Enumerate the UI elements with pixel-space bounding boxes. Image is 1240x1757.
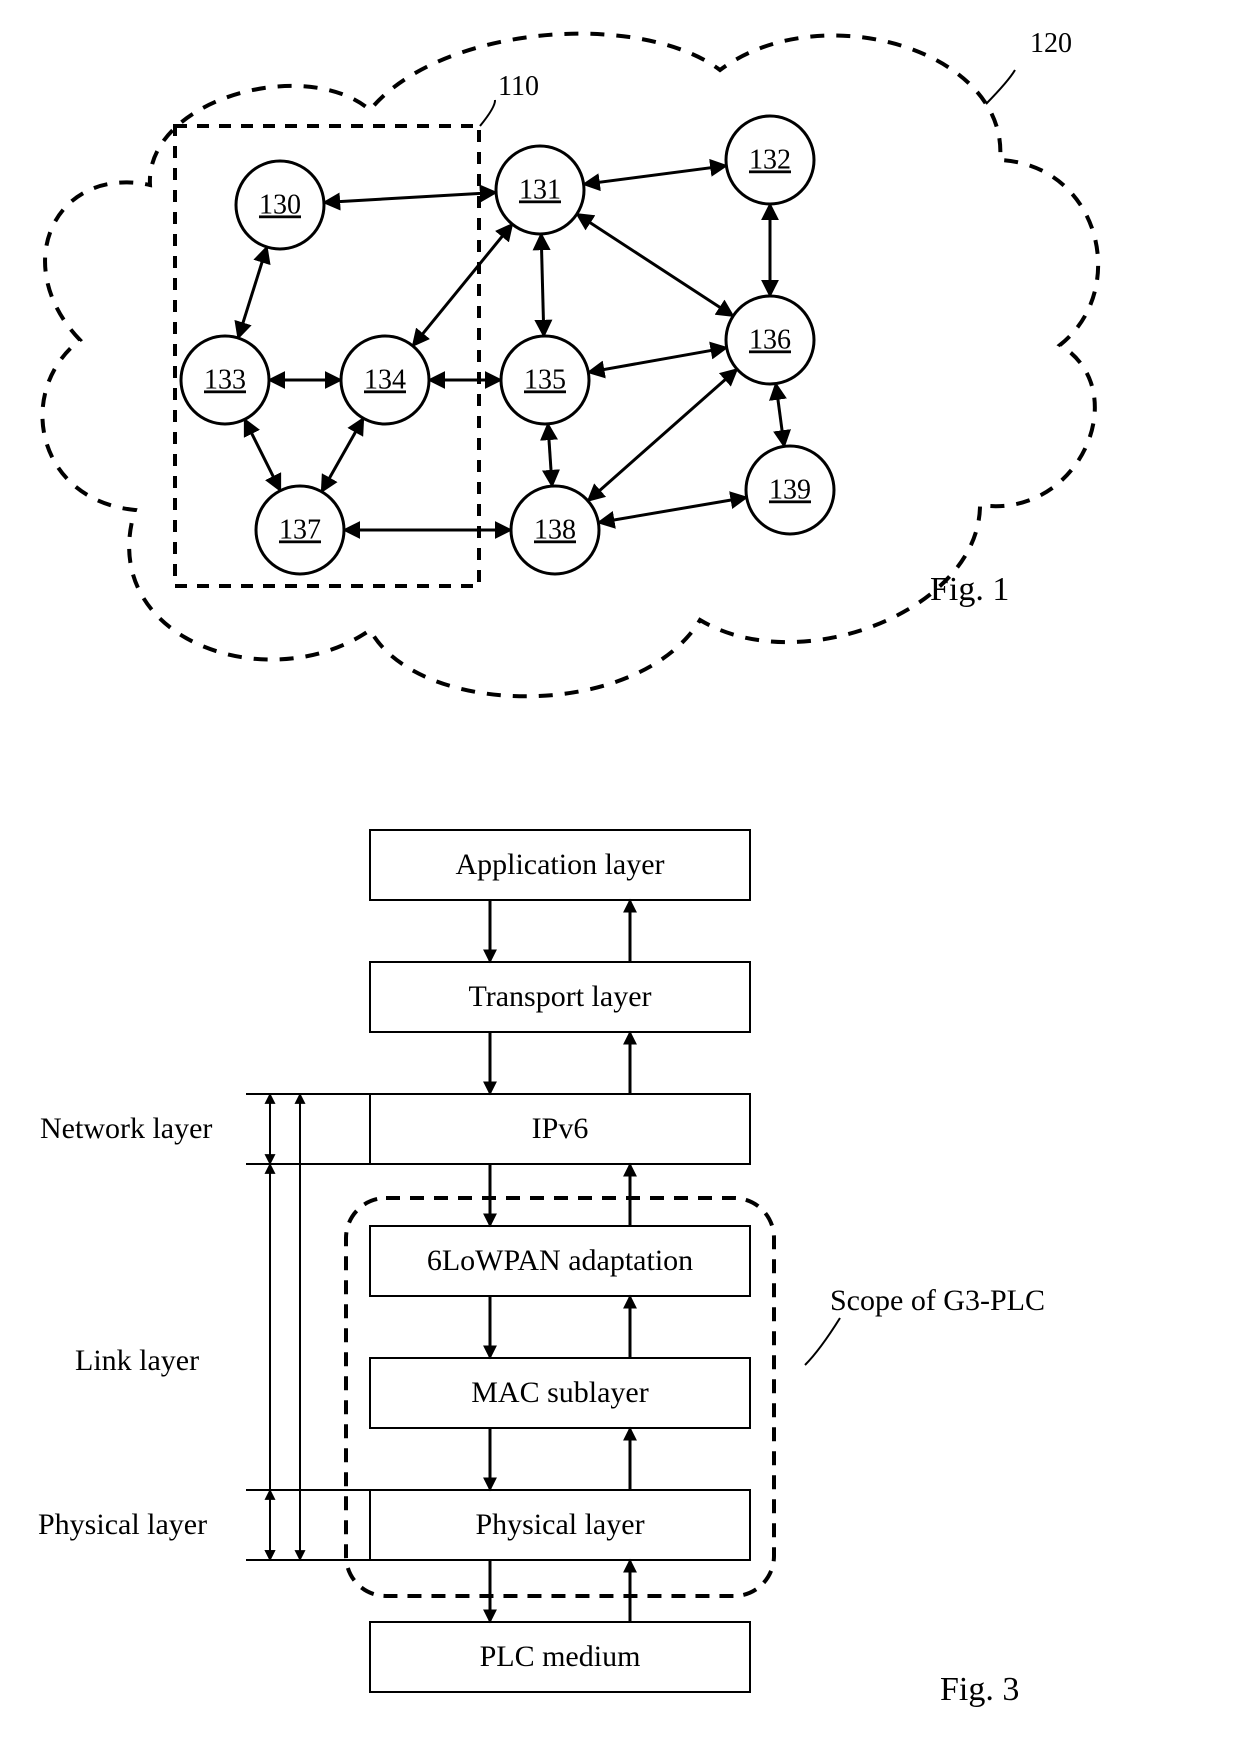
- side-label-1: Link layer: [75, 1344, 199, 1377]
- node-130: 130: [236, 161, 324, 249]
- ref-120-label: 120: [1030, 28, 1072, 59]
- node-132: 132: [726, 116, 814, 204]
- node-136: 136: [726, 296, 814, 384]
- scope-label: Scope of G3-PLC: [830, 1284, 1045, 1317]
- node-135: 135: [501, 336, 589, 424]
- ref-110-label: 110: [498, 71, 539, 102]
- ref-120-leader: [986, 70, 1015, 104]
- fig3-caption: Fig. 3: [940, 1671, 1019, 1708]
- edge-131-136: [577, 214, 733, 316]
- node-label-135: 135: [524, 364, 566, 395]
- node-137: 137: [256, 486, 344, 574]
- side-label-2: Physical layer: [38, 1508, 207, 1541]
- layer-label-phy: Physical layer: [475, 1508, 644, 1541]
- layer-box-trans: Transport layer: [370, 962, 750, 1032]
- ref-110-leader: [480, 100, 495, 126]
- node-139: 139: [746, 446, 834, 534]
- node-133: 133: [181, 336, 269, 424]
- node-label-130: 130: [259, 189, 301, 220]
- layer-label-plc: PLC medium: [480, 1640, 641, 1673]
- fig1-caption: Fig. 1: [930, 571, 1009, 608]
- layer-box-ipv6: IPv6: [370, 1094, 750, 1164]
- edge-131-134: [413, 224, 512, 346]
- edge-131-132: [584, 166, 727, 185]
- node-label-136: 136: [749, 324, 791, 355]
- layer-box-phy: Physical layer: [370, 1490, 750, 1560]
- node-label-138: 138: [534, 514, 576, 545]
- layer-label-app: Application layer: [455, 848, 664, 881]
- edge-136-138: [588, 369, 737, 501]
- layer-label-trans: Transport layer: [468, 980, 651, 1013]
- edge-134-137: [322, 418, 364, 491]
- node-label-133: 133: [204, 364, 246, 395]
- layer-box-mac: MAC sublayer: [370, 1358, 750, 1428]
- edge-136-139: [776, 384, 784, 447]
- edge-131-135: [541, 234, 544, 336]
- edge-133-137: [245, 419, 281, 490]
- edge-130-131: [324, 193, 496, 203]
- figure-3: Application layer Transport layer IPv6 6LoW…: [38, 830, 1045, 1708]
- node-label-132: 132: [749, 144, 791, 175]
- edge-135-136: [588, 348, 726, 373]
- node-label-134: 134: [364, 364, 406, 395]
- layer-box-plc: PLC medium: [370, 1622, 750, 1692]
- node-label-139: 139: [769, 474, 811, 505]
- layer-label-mac: MAC sublayer: [471, 1376, 648, 1409]
- node-131: 131: [496, 146, 584, 234]
- edge-138-139: [598, 497, 746, 522]
- edge-135-138: [548, 424, 552, 486]
- side-label-0: Network layer: [40, 1112, 212, 1145]
- node-138: 138: [511, 486, 599, 574]
- layer-label-ipv6: IPv6: [532, 1112, 589, 1145]
- edge-130-133: [238, 247, 267, 338]
- scope-leader: [805, 1318, 840, 1365]
- node-label-137: 137: [279, 514, 321, 545]
- node-134: 134: [341, 336, 429, 424]
- node-label-131: 131: [519, 174, 561, 205]
- layer-label-lowpan: 6LoWPAN adaptation: [427, 1244, 693, 1277]
- figure-1: 130 131 132 133 134 135 136 137 138 139 110 120 Fig.…: [42, 28, 1098, 696]
- layer-box-lowpan: 6LoWPAN adaptation: [370, 1226, 750, 1296]
- layer-box-app: Application layer: [370, 830, 750, 900]
